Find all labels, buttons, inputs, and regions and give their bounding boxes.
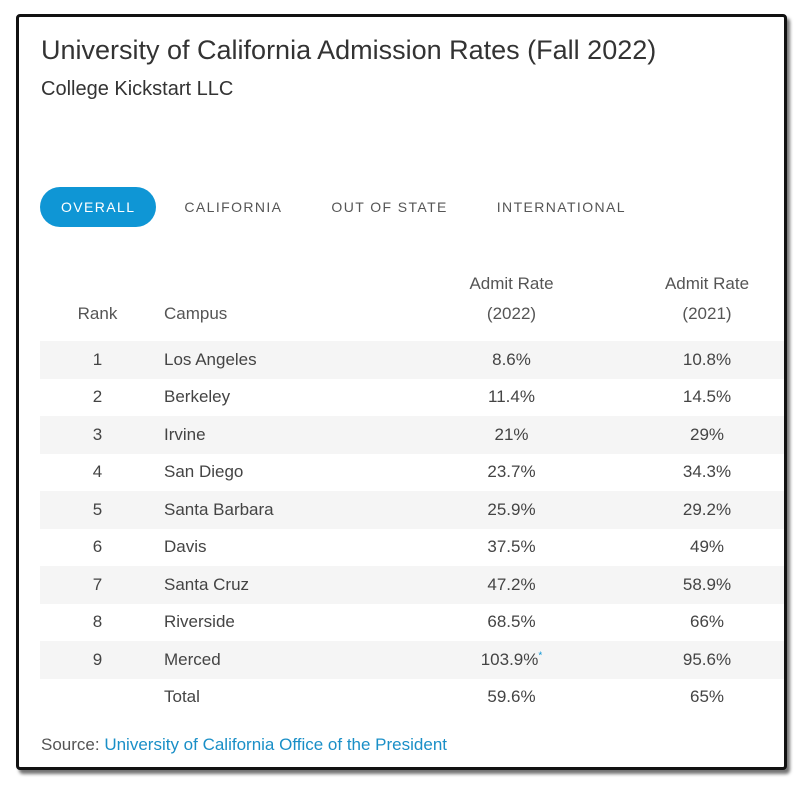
chart-card: University of California Admission Rates… xyxy=(16,14,787,770)
footnote-marker[interactable]: * xyxy=(538,650,543,662)
table-row: 5 Santa Barbara 25.9% 29.2% xyxy=(40,491,784,529)
cell-rate-2022: 11.4% xyxy=(488,387,535,407)
table-header-row: Rank Campus Admit Rate (2022) Admit Rate(… xyxy=(40,257,784,341)
source-label: Source: xyxy=(41,735,100,754)
cell-rate-2021: 95.6% xyxy=(614,641,784,679)
cell-rank: 4 xyxy=(92,462,103,482)
cell-rank: 7 xyxy=(40,566,155,604)
table-total-row: Total 59.6% 65% xyxy=(40,679,784,717)
tab-california[interactable]: CALIFORNIA xyxy=(184,199,283,215)
source-note: Source: University of California Office … xyxy=(41,735,447,755)
table-row: 7 Santa Cruz 47.2% 58.9% xyxy=(40,566,784,604)
cell-campus: Davis xyxy=(164,537,207,557)
cell-campus: Total xyxy=(164,687,200,707)
cell-rate-2021: 14.5% xyxy=(682,387,732,407)
cell-rate-2022: 37.5% xyxy=(487,537,536,557)
cell-rank: 9 xyxy=(40,641,155,679)
cell-rate-2021: 58.9% xyxy=(614,566,784,604)
cell-rate-2021: 65% xyxy=(689,687,725,707)
cell-rate-2022: 68.5% xyxy=(487,612,536,632)
header-rank: Rank xyxy=(77,304,118,323)
table-row: 1 Los Angeles 8.6% 10.8% xyxy=(40,341,784,379)
cell-rank: 2 xyxy=(92,387,103,407)
table-row: 2 Berkeley 11.4% 14.5% xyxy=(40,379,784,417)
cell-rank: 6 xyxy=(92,537,103,557)
cell-rate-2021: 49% xyxy=(689,537,725,557)
rate-value: 103.9% xyxy=(480,649,539,669)
cell-rank: 3 xyxy=(40,416,155,454)
cell-rate-2022: 103.9%* xyxy=(409,641,614,679)
cell-rank: 1 xyxy=(40,341,155,379)
tab-overall[interactable]: OVERALL xyxy=(40,187,157,227)
cell-campus: San Diego xyxy=(164,462,244,482)
admission-rates-table: Rank Campus Admit Rate (2022) Admit Rate(… xyxy=(40,257,784,717)
tab-international[interactable]: INTERNATIONAL xyxy=(496,199,626,215)
header-rate-2021: Admit Rate (2021) xyxy=(664,274,750,323)
cell-rank: 5 xyxy=(40,491,155,529)
source-link[interactable]: University of California Office of the P… xyxy=(104,735,448,754)
cell-rank xyxy=(40,679,155,717)
cell-rate-2021: 66% xyxy=(689,612,725,632)
chart-subtitle: College Kickstart LLC xyxy=(41,78,234,100)
cell-rate-2022: 21% xyxy=(409,416,614,454)
chart-title: University of California Admission Rates… xyxy=(41,35,657,65)
table-row: 4 San Diego 23.7% 34.3% xyxy=(40,454,784,492)
header-campus: Campus xyxy=(164,304,228,323)
table-row: 9 Merced 103.9%* 95.6% xyxy=(40,641,784,679)
tab-out-of-state[interactable]: OUT OF STATE xyxy=(331,199,448,215)
cell-campus: Merced xyxy=(155,641,409,679)
cell-campus: Los Angeles xyxy=(155,341,409,379)
cell-rate-2021: 10.8% xyxy=(614,341,784,379)
cell-rate-2021: 34.3% xyxy=(682,462,732,482)
cell-campus: Santa Cruz xyxy=(155,566,409,604)
cell-rate-2021: 29% xyxy=(614,416,784,454)
cell-rank: 8 xyxy=(92,612,103,632)
cell-campus: Irvine xyxy=(155,416,409,454)
cell-rate-2022: 25.9% xyxy=(409,491,614,529)
cell-rate-2022: 47.2% xyxy=(409,566,614,604)
cell-rate-2022: 23.7% xyxy=(487,462,536,482)
cell-rate-2022: 59.6% xyxy=(487,687,536,707)
cell-rate-2021: 29.2% xyxy=(614,491,784,529)
cell-campus: Santa Barbara xyxy=(155,491,409,529)
filter-tabs: OVERALL CALIFORNIA OUT OF STATE INTERNAT… xyxy=(40,187,654,227)
table-row: 6 Davis 37.5% 49% xyxy=(40,529,784,567)
table-row: 8 Riverside 68.5% 66% xyxy=(40,604,784,642)
cell-campus: Riverside xyxy=(164,612,235,632)
table-row: 3 Irvine 21% 29% xyxy=(40,416,784,454)
cell-rate-2022: 8.6% xyxy=(409,341,614,379)
header-rate-2022: Admit Rate (2022) xyxy=(469,274,554,323)
cell-campus: Berkeley xyxy=(164,387,231,407)
